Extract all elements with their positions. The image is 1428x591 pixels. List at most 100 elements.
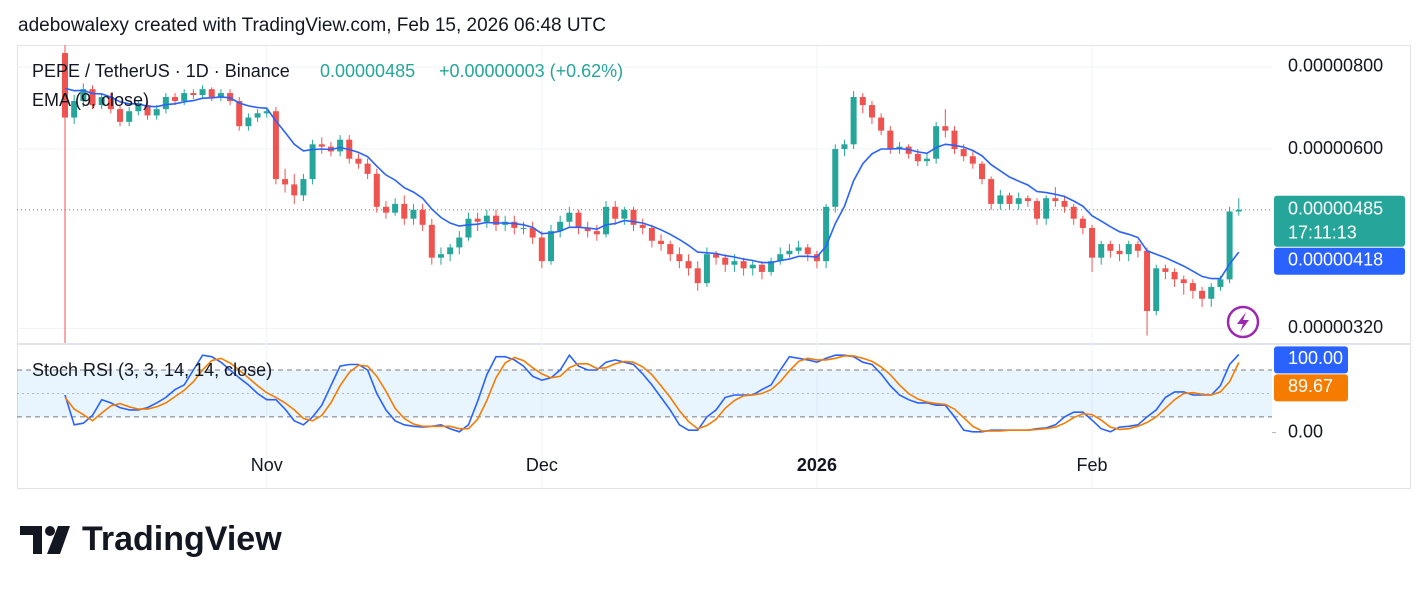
x-tick-label: Feb xyxy=(1077,455,1108,475)
candle-body xyxy=(181,93,188,102)
candle-body xyxy=(1199,290,1206,299)
candle-body xyxy=(355,158,362,164)
logo: TradingView xyxy=(20,520,282,558)
candle-body xyxy=(676,254,683,262)
candle-body xyxy=(768,261,775,272)
candle-body xyxy=(474,218,481,222)
ema-value-label: 0.00000418 xyxy=(1288,249,1383,269)
candle-body xyxy=(795,247,802,251)
candle-body xyxy=(282,179,289,185)
candle-body xyxy=(511,221,518,228)
candle-body xyxy=(1043,198,1050,219)
candle-body xyxy=(62,53,68,118)
candle-body xyxy=(603,206,610,235)
candle-body xyxy=(878,117,885,131)
candle-body xyxy=(740,261,747,269)
alert-bolt xyxy=(1237,312,1249,332)
candle-body xyxy=(1024,198,1031,202)
candle-body xyxy=(245,117,252,127)
candle-body xyxy=(575,212,582,228)
candle-body xyxy=(236,101,243,127)
candle-body xyxy=(786,250,793,255)
candle-body xyxy=(1116,250,1123,255)
candle-body xyxy=(126,111,133,122)
candle-body xyxy=(1217,279,1224,287)
candle-body xyxy=(428,224,435,258)
candle-body xyxy=(658,240,665,245)
candle-body xyxy=(823,206,830,262)
candle-body xyxy=(117,109,124,122)
logo-text: TradingView xyxy=(82,520,282,558)
stoch-value-label: 89.67 xyxy=(1288,376,1333,396)
alert-icon[interactable] xyxy=(1226,305,1260,339)
candle-body xyxy=(722,257,729,265)
candle-body xyxy=(492,215,499,225)
candle-body xyxy=(1134,244,1141,251)
stoch-legend: Stoch RSI (3, 3, 14, 14, close) xyxy=(32,360,272,380)
candle-body xyxy=(942,126,949,131)
x-tick-label: Dec xyxy=(526,455,558,475)
candle-body xyxy=(98,97,105,106)
candle-body xyxy=(667,244,674,255)
candle-body xyxy=(1144,250,1151,312)
header: adebowalexy created with TradingView.com… xyxy=(18,15,606,36)
candle-body xyxy=(1153,268,1160,312)
candle-body xyxy=(639,224,646,228)
candle-body xyxy=(1189,283,1196,291)
y-tick-label: 0.00 xyxy=(1288,421,1323,441)
candle-body xyxy=(1089,227,1096,258)
candle-body xyxy=(988,179,995,204)
candle-body xyxy=(923,158,930,162)
candle-body xyxy=(318,144,325,147)
y-tick-label: 0.00000320 xyxy=(1288,317,1383,337)
candle-body xyxy=(364,163,371,174)
candle-body xyxy=(1098,244,1105,258)
candle-body xyxy=(529,227,536,238)
candle-body xyxy=(997,195,1004,204)
candle-body xyxy=(437,254,444,258)
candle-body xyxy=(272,111,279,180)
candle-body xyxy=(483,215,490,222)
chart-marks: Nov Dec 2026 Feb 0.00000800 0.00000600 0.00000… xyxy=(17,45,1405,488)
candle-body xyxy=(153,109,160,116)
logo-mark-t xyxy=(20,526,42,554)
y-tick-label: 0.00000600 xyxy=(1288,138,1383,158)
symbol-title: PEPE / TetherUS · 1D · Binance xyxy=(32,61,290,81)
candle-body xyxy=(593,231,600,235)
candle-body xyxy=(731,261,738,265)
candle-body xyxy=(1180,279,1187,284)
candle-body xyxy=(914,153,921,162)
candle-body xyxy=(969,156,976,164)
candle-body xyxy=(841,144,848,150)
candle-body xyxy=(859,97,866,106)
candle-body xyxy=(979,163,985,180)
candle-body xyxy=(832,149,839,207)
stoch-value-label: 100.00 xyxy=(1288,348,1343,368)
candle-body xyxy=(291,184,298,196)
candle-body xyxy=(850,97,857,145)
logo-mark-dot xyxy=(45,526,55,536)
candle-body xyxy=(584,227,591,232)
candle-body xyxy=(713,254,720,258)
candle-body xyxy=(1015,198,1022,204)
candle-body xyxy=(1006,195,1013,204)
candle-body xyxy=(887,130,894,150)
candle-body xyxy=(1070,206,1077,219)
candle-body xyxy=(703,254,710,284)
candle-body xyxy=(630,209,637,225)
logo-mark-v xyxy=(47,526,70,554)
last-price-box xyxy=(1274,195,1405,247)
candle-body xyxy=(254,113,261,118)
x-tick-label: 2026 xyxy=(797,455,837,475)
candle-body xyxy=(162,97,169,110)
candle-body xyxy=(71,101,78,118)
last-price-label: 0.00000485 xyxy=(1288,198,1383,218)
chart-overlay: PEPE / TetherUS · 1D · Binance 0.0000048… xyxy=(32,61,623,380)
candle-body xyxy=(190,93,197,96)
candle-body xyxy=(80,89,87,102)
candle-body xyxy=(456,237,463,248)
